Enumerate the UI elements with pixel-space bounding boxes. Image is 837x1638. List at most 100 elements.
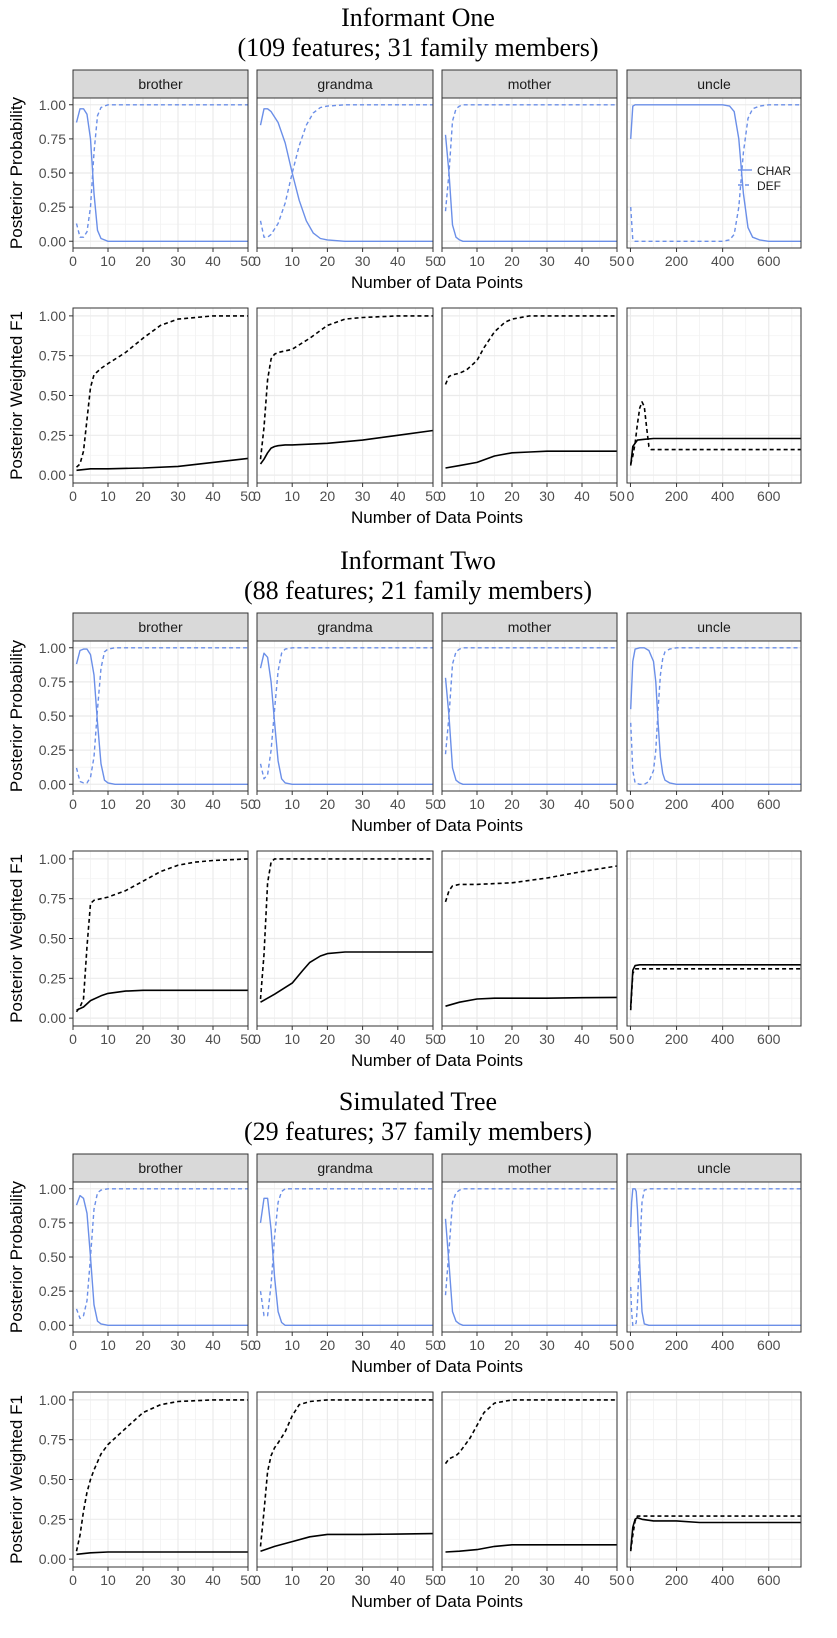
x-axis-label: Number of Data Points: [351, 816, 523, 835]
facet-strip: [626, 69, 802, 99]
y-tick-label: 1.00: [39, 851, 66, 867]
def-series-line: [259, 104, 433, 238]
x-tick-label: 40: [205, 1572, 221, 1588]
y-tick-label: 0.00: [39, 467, 66, 483]
x-tick-label: 30: [170, 1031, 186, 1047]
x-tick-label: 0: [253, 796, 261, 812]
x-tick-label: 10: [284, 253, 300, 269]
x-tick-label: 0: [69, 1031, 77, 1047]
chart-title: Simulated Tree: [339, 1087, 497, 1116]
x-tick-label: 10: [100, 488, 116, 504]
panel-border: [256, 1391, 434, 1568]
x-tick-label: 50: [609, 488, 625, 504]
def-series-line: [444, 647, 617, 755]
x-axis-label: Number of Data Points: [351, 508, 523, 527]
y-tick-label: 0.00: [39, 233, 66, 249]
x-tick-label: 30: [539, 796, 555, 812]
x-tick-label: 0: [627, 1572, 635, 1588]
dashed-series-line: [259, 1399, 433, 1547]
x-tick-label: 0: [627, 488, 635, 504]
x-tick-label: 50: [240, 1337, 256, 1353]
char-series-line: [630, 104, 801, 243]
x-tick-label: 50: [425, 488, 441, 504]
x-tick-label: 20: [504, 796, 520, 812]
x-tick-label: 0: [69, 1337, 77, 1353]
dashed-series-line: [629, 401, 801, 465]
solid-series-line: [76, 989, 248, 1011]
x-tick-label: 10: [469, 1572, 485, 1588]
panel-grandma: grandma 0 10 20 30 40 50: [253, 612, 441, 812]
panel-brother: 0 10 20 30 40 50 0.00 0.25 0.50 0.75 1.00: [39, 850, 256, 1047]
solid-series-line: [445, 996, 618, 1007]
panel-brother: 0 10 20 30 40 50 0.00 0.25 0.50 0.75 1.00: [39, 1391, 256, 1588]
x-tick-label: 20: [320, 1337, 336, 1353]
x-tick-label: 50: [240, 1031, 256, 1047]
x-tick-label: 40: [390, 1337, 406, 1353]
panel-mother: 0 10 20 30 40 50: [438, 307, 625, 504]
y-tick-label: 0.50: [39, 708, 66, 724]
y-axis-label: Posterior Probability: [7, 639, 26, 792]
x-tick-label: 50: [609, 1337, 625, 1353]
solid-series-line: [445, 450, 617, 469]
x-tick-label: 40: [205, 796, 221, 812]
panel-border: [441, 97, 618, 249]
facet-label: brother: [138, 76, 183, 92]
x-tick-label: 40: [205, 488, 221, 504]
char-series-line: [444, 134, 617, 243]
y-tick-label: 0.25: [39, 1283, 66, 1299]
x-tick-label: 0: [69, 488, 77, 504]
x-tick-label: 40: [205, 1031, 221, 1047]
x-axis-label: Number of Data Points: [351, 273, 523, 292]
panel-grandma: 0 10 20 30 40 50: [253, 1391, 441, 1588]
char-series-line: [75, 108, 248, 243]
x-tick-label: 40: [574, 488, 590, 504]
x-tick-label: 30: [355, 253, 371, 269]
panel-mother: mother 0 10 20 30 40 50: [438, 612, 625, 812]
dashed-series-line: [444, 865, 618, 903]
x-tick-label: 30: [355, 796, 371, 812]
x-tick-label: 200: [665, 253, 689, 269]
x-axis-label: Number of Data Points: [351, 1357, 523, 1376]
panel-mother: mother 0 10 20 30 40 50: [438, 69, 625, 269]
panel-grandma: grandma 0 10 20 30 40 50: [253, 1153, 441, 1353]
panel-border: [441, 1181, 618, 1333]
x-tick-label: 40: [390, 253, 406, 269]
panel-border: [256, 1181, 434, 1333]
dashed-series-line: [259, 858, 433, 1000]
x-tick-label: 200: [665, 1337, 689, 1353]
x-tick-label: 0: [253, 488, 261, 504]
y-tick-label: 1.00: [39, 1392, 66, 1408]
x-tick-label: 0: [438, 1572, 446, 1588]
chart-section-2: Informant Two(88 features; 21 family mem…: [7, 546, 802, 1070]
char-series-line: [444, 1218, 617, 1327]
y-tick-label: 0.75: [39, 1215, 66, 1231]
panel-grandma: 0 10 20 30 40 50: [253, 307, 441, 504]
char-series-line: [75, 648, 248, 785]
y-tick-label: 0.00: [39, 1551, 66, 1567]
x-tick-label: 20: [320, 796, 336, 812]
x-tick-label: 200: [665, 1572, 689, 1588]
x-tick-label: 0: [253, 1031, 261, 1047]
x-tick-label: 10: [469, 1337, 485, 1353]
y-tick-label: 0.75: [39, 348, 66, 364]
legend-label: CHAR: [757, 164, 791, 178]
x-tick-label: 20: [504, 488, 520, 504]
x-tick-label: 600: [757, 1572, 781, 1588]
x-tick-label: 0: [627, 253, 635, 269]
x-tick-label: 40: [574, 1031, 590, 1047]
x-tick-label: 0: [627, 796, 635, 812]
x-tick-label: 50: [609, 796, 625, 812]
x-tick-label: 600: [757, 253, 781, 269]
panel-uncle: 0 200 400 600: [626, 1391, 802, 1588]
y-tick-label: 0.50: [39, 931, 66, 947]
y-axis-label: Posterior Weighted F1: [7, 1395, 26, 1564]
x-tick-label: 600: [757, 796, 781, 812]
x-axis-label: Number of Data Points: [351, 1592, 523, 1611]
char-series-line: [75, 1194, 248, 1327]
x-tick-label: 0: [438, 796, 446, 812]
facet-label: mother: [508, 1160, 552, 1176]
x-tick-label: 50: [240, 488, 256, 504]
y-tick-label: 0.50: [39, 388, 66, 404]
